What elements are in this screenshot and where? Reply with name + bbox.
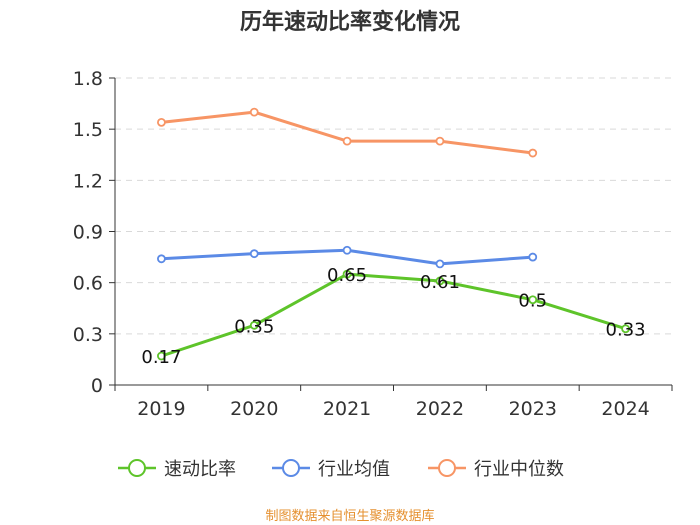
data-point[interactable] — [249, 107, 259, 117]
data-point[interactable] — [342, 136, 352, 146]
data-point[interactable] — [249, 249, 259, 259]
legend-item[interactable]: 速动比率 — [118, 459, 236, 480]
legend-item[interactable]: 行业均值 — [272, 459, 390, 480]
data-labels: 0.17 0.35 0.65 0.61 0.5 0.33 — [141, 265, 645, 368]
x-tick-label: 2024 — [601, 398, 649, 420]
data-label: 0.61 — [420, 272, 460, 293]
data-point[interactable] — [342, 269, 352, 279]
data-point[interactable] — [157, 254, 166, 264]
series-lines — [157, 107, 630, 361]
data-point[interactable] — [342, 245, 352, 255]
data-point[interactable] — [528, 148, 538, 158]
data-point[interactable] — [528, 295, 538, 305]
data-point[interactable] — [157, 117, 166, 127]
x-tick-label: 2021 — [323, 398, 371, 420]
y-tick-label: 0 — [91, 375, 103, 397]
legend-item[interactable]: 行业中位数 — [428, 459, 564, 480]
chart-title: 历年速动比率变化情况 — [240, 9, 460, 35]
data-point[interactable] — [157, 351, 166, 361]
y-tick-label: 1.8 — [73, 68, 103, 90]
legend-marker-icon — [282, 459, 300, 477]
source-note: 制图数据来自恒生聚源数据库 — [265, 508, 434, 524]
data-label: 0.17 — [141, 347, 181, 368]
legend-marker-icon — [128, 459, 146, 477]
y-tick-label: 0.9 — [73, 222, 103, 244]
series-line — [161, 110, 533, 155]
data-point[interactable] — [528, 252, 538, 262]
data-label: 0.65 — [327, 265, 367, 286]
data-point[interactable] — [249, 320, 259, 330]
x-tick-label: 2019 — [137, 398, 185, 420]
y-tick-label: 1.2 — [73, 170, 103, 192]
series-line — [160, 272, 627, 358]
legend-label: 速动比率 — [164, 459, 236, 480]
grid-lines — [115, 77, 672, 335]
legend-label: 行业中位数 — [474, 459, 564, 480]
x-tick-label: 2023 — [509, 398, 557, 420]
axes: 0 0.3 0.6 0.9 1.2 1.5 1.8 2019 2020 2021 2022 2023 2… — [73, 68, 673, 420]
y-tick-label: 0.3 — [73, 324, 103, 346]
y-tick-label: 0.6 — [73, 273, 103, 295]
data-label: 0.33 — [606, 320, 646, 341]
data-point[interactable] — [435, 276, 445, 286]
legend-label: 行业均值 — [318, 459, 390, 480]
x-tick-label: 2020 — [230, 398, 278, 420]
data-point[interactable] — [435, 259, 445, 269]
legend-marker-icon — [438, 459, 456, 477]
y-tick-label: 1.5 — [73, 119, 103, 141]
data-point[interactable] — [621, 324, 630, 334]
data-point[interactable] — [435, 136, 445, 146]
data-label: 0.5 — [518, 291, 547, 312]
legend[interactable]: 速动比率 行业均值 行业中位数 — [118, 459, 564, 480]
data-label: 0.35 — [234, 316, 274, 337]
x-tick-label: 2022 — [416, 398, 464, 420]
